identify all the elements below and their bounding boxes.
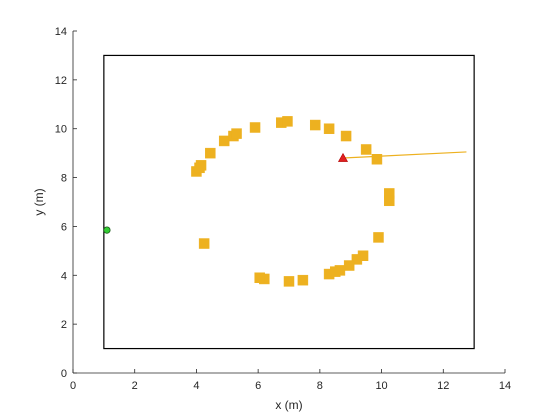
landmark-marker bbox=[231, 128, 242, 139]
y-tick-label: 14 bbox=[55, 26, 67, 38]
landmark-marker bbox=[373, 232, 384, 243]
x-tick-label: 10 bbox=[375, 380, 387, 392]
y-tick-label: 12 bbox=[55, 75, 67, 87]
landmark-marker bbox=[343, 260, 355, 271]
landmark-marker bbox=[297, 274, 309, 286]
landmark-marker bbox=[254, 272, 265, 283]
y-axis-label: y (m) bbox=[32, 188, 46, 215]
y-axis-ticks: 0 2 4 6 8 10 12 14 bbox=[55, 26, 77, 380]
y-tick-label: 2 bbox=[61, 319, 67, 331]
landmark-marker bbox=[323, 268, 335, 280]
landmark-marker bbox=[323, 123, 335, 134]
landmark-marker bbox=[282, 116, 293, 127]
robot-marker bbox=[337, 152, 349, 162]
x-tick-label: 0 bbox=[70, 380, 76, 392]
plot-area bbox=[72, 31, 505, 374]
x-tick-label: 12 bbox=[437, 380, 449, 392]
landmark-marker bbox=[384, 195, 395, 207]
x-axis-label: x (m) bbox=[275, 398, 302, 412]
heading-line bbox=[342, 151, 467, 159]
landmark-marker bbox=[340, 130, 352, 142]
x-tick-label: 4 bbox=[193, 380, 199, 392]
landmark-marker bbox=[249, 122, 261, 133]
x-axis-ticks: 0 2 4 6 8 10 12 14 bbox=[70, 369, 511, 392]
y-tick-label: 6 bbox=[61, 221, 67, 233]
landmark-marker bbox=[283, 276, 295, 287]
landmark-marker bbox=[351, 254, 363, 265]
x-tick-label: 14 bbox=[499, 380, 511, 392]
y-tick-label: 0 bbox=[61, 368, 67, 380]
landmark-marker bbox=[371, 154, 383, 165]
y-tick-label: 10 bbox=[55, 124, 67, 136]
x-tick-label: 8 bbox=[317, 380, 323, 392]
y-tick-label: 4 bbox=[61, 270, 67, 282]
x-tick-label: 2 bbox=[132, 380, 138, 392]
landmark-marker bbox=[195, 160, 207, 171]
landmark-marker bbox=[205, 147, 216, 159]
start-point-marker bbox=[103, 226, 111, 234]
landmark-marker bbox=[309, 119, 321, 131]
landmark-marker bbox=[198, 238, 210, 249]
landmark-marker bbox=[218, 135, 230, 147]
y-tick-label: 8 bbox=[61, 173, 67, 185]
x-tick-label: 6 bbox=[255, 380, 261, 392]
boundary-rectangle bbox=[103, 54, 475, 350]
landmark-marker bbox=[360, 144, 372, 155]
